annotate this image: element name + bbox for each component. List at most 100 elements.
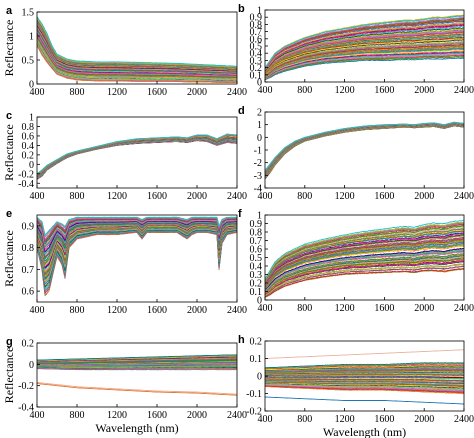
y-tick-label: 1 [29,32,34,43]
spectrum-line [265,123,464,176]
spectrum-line [265,225,464,282]
panel-letter: a [6,5,13,17]
x-tick-label: 400 [30,191,45,202]
spectrum-line [265,15,464,69]
plot-frame [36,11,238,85]
spectrum-line [265,267,464,298]
spectrum-line [37,139,237,179]
panel-c: 400 800 1200 1600 2000 2400 -0.4-0.200.20.40.6… [2,110,247,202]
spectrum-line [265,124,464,177]
outlier-spectrum-line [37,383,237,396]
y-tick-label: 1 [257,211,262,222]
spectrum-line [265,123,464,175]
y-tick-label: 0.9 [250,13,263,24]
outlier-spectrum-line [265,349,464,359]
spectrum-line [37,139,237,180]
spectrum-line [265,125,464,179]
spectrum-line [265,125,464,180]
spectrum-line [265,255,464,293]
spectrum-line [37,21,237,70]
x-tick-label: 1200 [107,87,127,98]
y-tick-label: -3 [254,171,262,182]
spectrum-line [265,260,464,295]
spectrum-line [265,122,464,174]
x-tick-label: 400 [30,305,45,316]
x-tick-label: 2000 [187,410,207,421]
panel-letter: h [238,334,245,346]
y-tick-label: 0.7 [250,236,263,247]
spectrum-line [265,122,464,173]
plot-frame [36,342,238,408]
spectrum-line [265,384,464,392]
spectrum-line [265,50,464,79]
spectrum-line [265,123,464,176]
spectrum-line [265,57,464,81]
spectrum-line [265,16,464,69]
spectrum-line [265,122,464,173]
y-tick-label: 0 [29,80,34,91]
spectrum-line [265,122,464,173]
spectrum-line [265,124,464,178]
spectrum-line [265,375,464,378]
spectrum-line [265,123,464,176]
spectrum-line [265,124,464,177]
spectrum-line [37,139,237,180]
spectrum-line [265,25,464,71]
spectrum-line [265,376,464,379]
y-tick-label: -1 [254,146,262,157]
spectrum-line [265,124,464,177]
spectra-group [265,121,464,180]
spectra-group [37,133,237,180]
spectrum-line [37,139,237,180]
spectrum-line [265,124,464,179]
spectrum-line [265,257,464,294]
spectrum-line [265,251,464,292]
panel-letter: d [238,105,245,117]
spectrum-line [265,124,464,178]
x-tick-label: 800 [70,87,85,98]
x-axis-title: Wavelength (nm) [323,425,406,438]
spectrum-line [265,48,464,78]
spectrum-line [265,125,464,179]
spectrum-line [37,363,237,367]
spectrum-line [265,124,464,177]
spectrum-line [265,122,464,174]
spectrum-line [265,123,464,174]
y-tick-label: 0 [257,78,262,89]
spectrum-line [37,22,237,71]
spectrum-line [37,38,237,80]
spectrum-line [265,56,464,81]
spectrum-line [37,138,237,179]
y-tick-label: -0.1 [246,389,262,400]
spectrum-line [265,125,464,180]
y-tick-label: -0.4 [18,403,34,414]
panel-letter: b [238,3,245,15]
spectrum-line [37,217,237,241]
y-tick-label: -2 [254,158,262,169]
spectrum-line [37,45,237,83]
spectrum-line [265,367,464,372]
x-tick-label: 1600 [147,305,167,316]
x-tick-label: 800 [70,191,85,202]
y-axis-title: Reflectance [2,230,16,287]
x-tick-label: 400 [30,87,45,98]
spectrum-line [265,124,464,178]
spectrum-line [265,123,464,175]
spectrum-line [265,41,464,76]
spectrum-line [265,122,464,173]
x-tick-label: 1200 [107,191,127,202]
spectrum-line [37,139,237,180]
y-tick-label: 0 [257,372,262,383]
spectrum-line [37,218,237,242]
spectrum-line [265,31,464,73]
x-tick-label: 1200 [335,414,355,425]
y-tick-label: 0 [29,160,34,171]
spectrum-line [265,376,464,380]
spectrum-line [265,219,464,279]
spectrum-line [265,362,464,369]
spectrum-line [265,364,464,370]
spectrum-line [37,133,237,175]
y-tick-label: 0.2 [250,279,263,290]
x-tick-label: 2400 [454,414,474,425]
spectrum-line [37,139,237,180]
